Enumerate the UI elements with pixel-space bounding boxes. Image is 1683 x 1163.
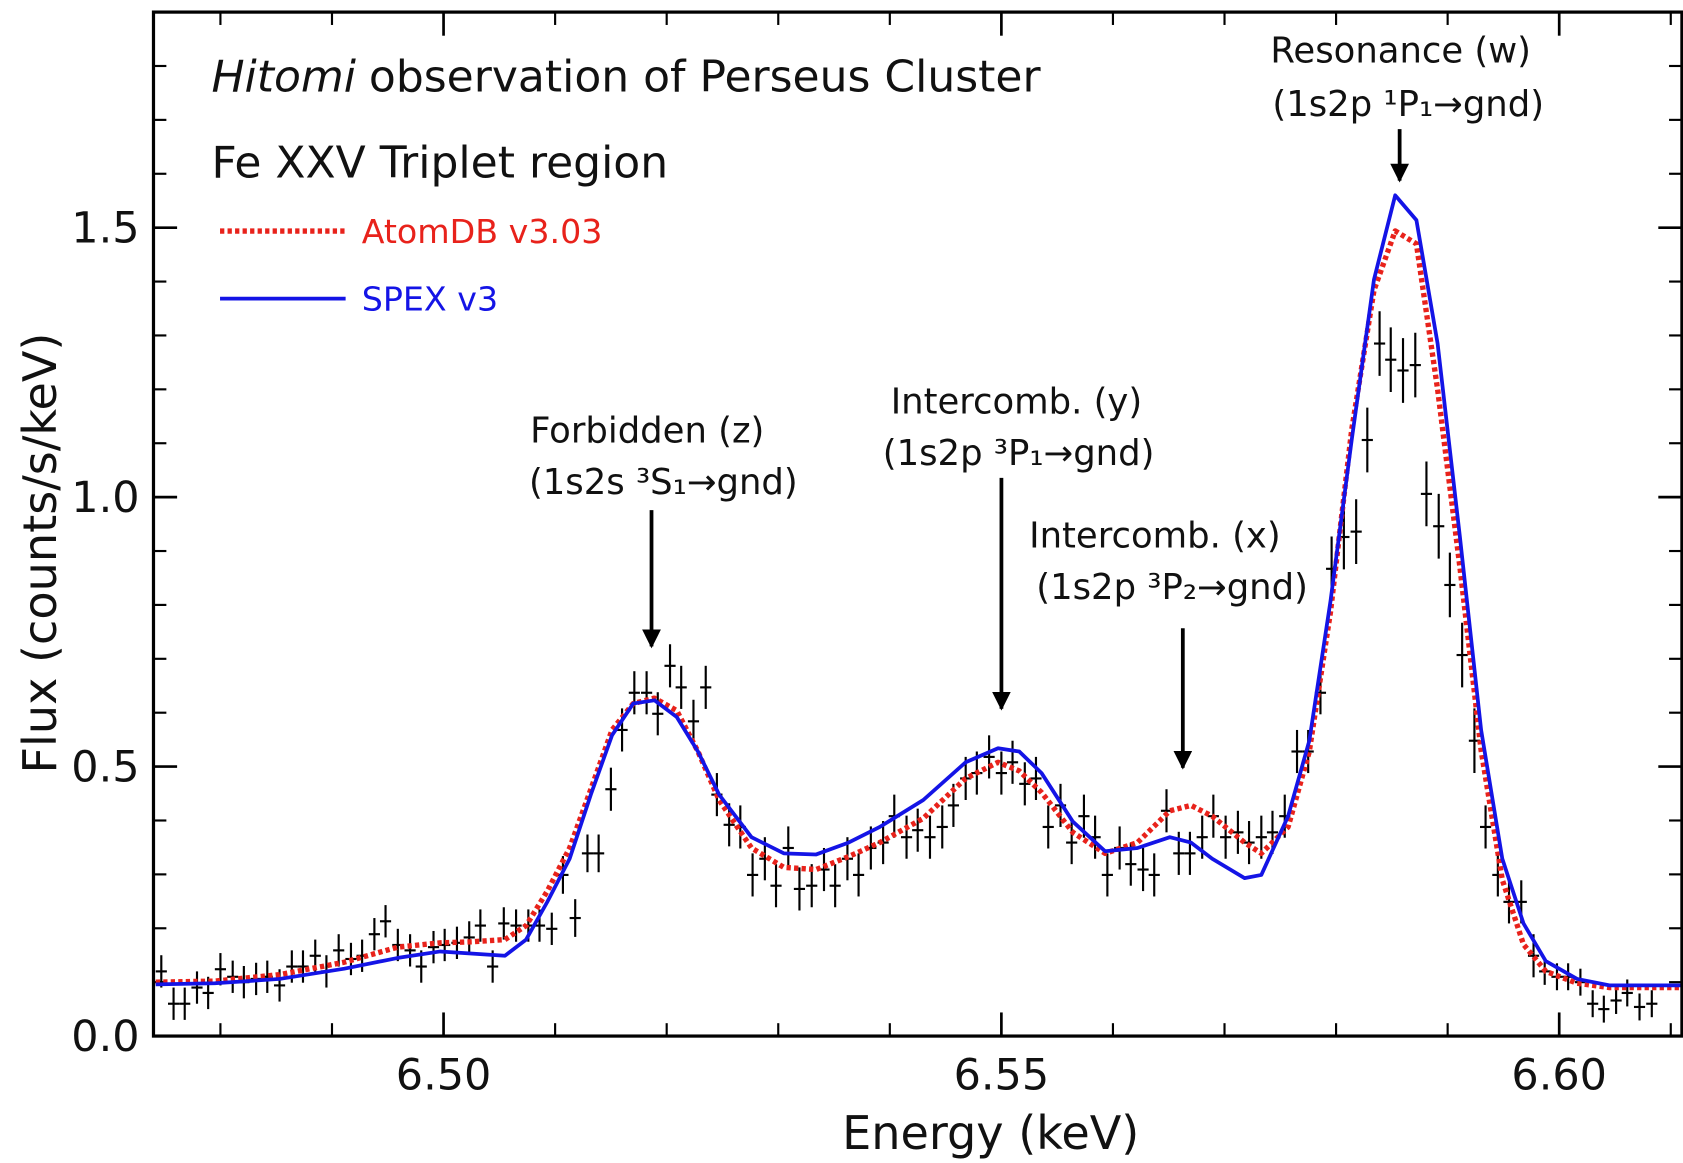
legend-label: AtomDB v3.03 (362, 212, 603, 251)
x-tick-label: 6.55 (954, 1051, 1050, 1101)
annotation-label: Resonance (w) (1270, 31, 1531, 72)
chart-subtitle: Fe XXV Triplet region (211, 137, 668, 188)
y-tick-label: 0.5 (71, 743, 139, 793)
annotation-label: (1s2p ³P₁→gnd) (883, 433, 1155, 474)
annotation-label: (1s2p ¹P₁→gnd) (1272, 84, 1544, 125)
annotation-label: Forbidden (z) (530, 411, 764, 452)
x-tick-label: 6.60 (1511, 1051, 1607, 1101)
legend-label: SPEX v3 (362, 279, 498, 318)
y-tick-label: 0.0 (71, 1012, 139, 1062)
title-italic: Hitomi (211, 52, 356, 103)
annotation-label: (1s2p ³P₂→gnd) (1036, 567, 1308, 608)
x-axis-label: Energy (keV) (842, 1106, 1139, 1160)
annotation-label: (1s2s ³S₁→gnd) (529, 462, 798, 503)
y-axis-label: Flux (counts/s/keV) (13, 333, 67, 774)
y-tick-label: 1.0 (71, 473, 139, 523)
y-tick-label: 1.5 (71, 204, 139, 254)
annotation-label: Intercomb. (y) (891, 382, 1143, 423)
x-tick-label: 6.50 (396, 1051, 492, 1101)
model-line (155, 228, 1683, 991)
model-line (155, 193, 1683, 988)
chart-title: Hitomi observation of Perseus Cluster (211, 52, 1041, 103)
plot-frame (151, 10, 1683, 1038)
annotations: Forbidden (z) (1s2s ³S₁→gnd) Intercomb. … (529, 31, 1544, 770)
title-rest: observation of Perseus Cluster (369, 52, 1042, 103)
annotation-label: Intercomb. (x) (1029, 516, 1281, 557)
